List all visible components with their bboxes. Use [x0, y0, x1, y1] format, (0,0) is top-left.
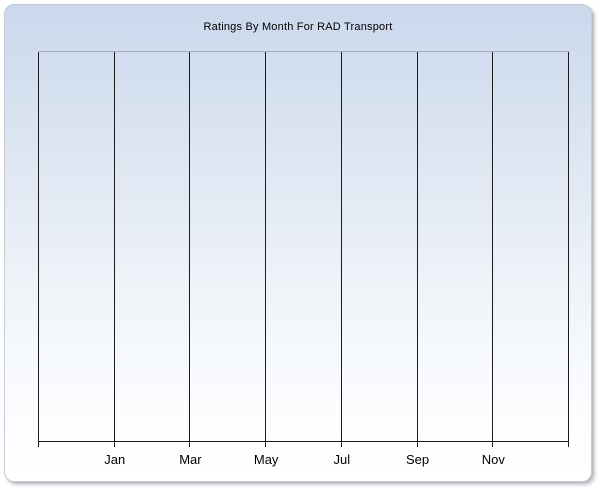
x-tick-label-jul: Jul	[333, 452, 351, 467]
chart-title: Ratings By Month For RAD Transport	[203, 21, 393, 33]
plot-top-border	[39, 51, 569, 52]
gridline-jan	[113, 52, 115, 447]
gridline-jul	[340, 52, 342, 447]
gridline-sep	[416, 52, 418, 447]
x-tick-label-mar: Mar	[179, 452, 202, 467]
x-tick-label-jan: Jan	[104, 452, 126, 467]
x-tick-label-sep: Sep	[405, 452, 430, 467]
gridline-mar	[189, 52, 191, 447]
gridline-right-edge	[568, 52, 569, 447]
x-tick-label-nov: Nov	[481, 452, 505, 467]
x-axis-line	[39, 441, 569, 442]
x-tick-label-may: May	[253, 452, 279, 467]
gridline-left-edge	[38, 52, 39, 447]
gridline-nov	[492, 52, 494, 447]
chart-panel: Ratings By Month For RAD Transport Jan M…	[4, 4, 592, 482]
plot-area: Jan Mar May Jul Sep Nov	[38, 51, 569, 467]
gridline-may	[265, 52, 267, 447]
